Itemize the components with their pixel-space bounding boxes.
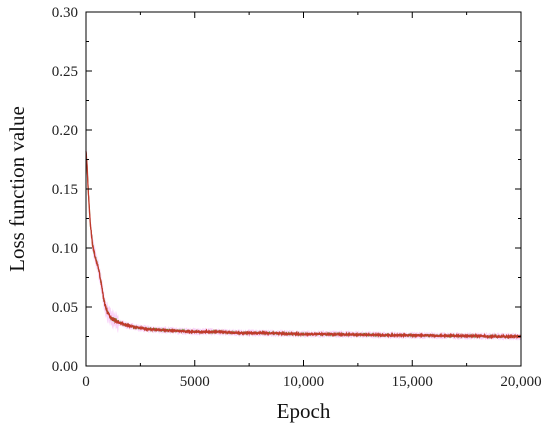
- x-axis-title: Epoch: [277, 399, 331, 423]
- y-tick-label: 0.00: [52, 359, 78, 375]
- y-axis-ticks: 0.00 0.05 0.10 0.15 0.20 0.25 0.30: [52, 5, 521, 375]
- x-axis-ticks: 0 5000 10,000 15,000 20,000: [82, 12, 542, 390]
- plot-background: [86, 12, 521, 366]
- plot-area: [86, 12, 521, 366]
- x-tick-label: 0: [82, 374, 90, 390]
- x-tick-label: 15,000: [392, 374, 433, 390]
- y-axis-title: Loss function value: [5, 106, 29, 272]
- y-tick-label: 0.20: [52, 123, 78, 139]
- y-tick-label: 0.05: [52, 300, 78, 316]
- loss-line: [85, 151, 522, 340]
- x-tick-label: 10,000: [283, 374, 324, 390]
- y-tick-label: 0.30: [52, 5, 78, 21]
- y-tick-label: 0.10: [52, 241, 78, 257]
- x-tick-label: 5000: [180, 374, 210, 390]
- x-tick-label: 20,000: [500, 374, 541, 390]
- y-tick-label: 0.15: [52, 182, 78, 198]
- y-tick-label: 0.25: [52, 64, 78, 80]
- loss-series: [85, 151, 522, 340]
